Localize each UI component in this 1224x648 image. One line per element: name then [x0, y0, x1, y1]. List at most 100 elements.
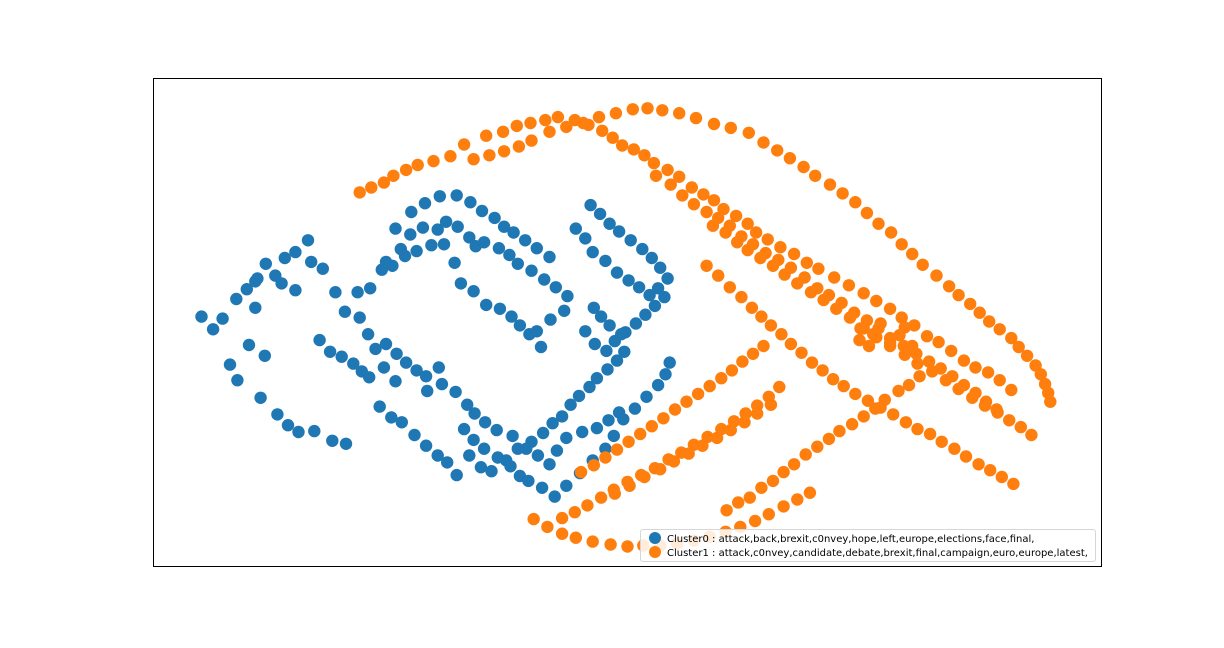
point-cluster0-101: [419, 439, 433, 452]
point-cluster1-197: [787, 458, 801, 471]
point-cluster0-99: [395, 416, 408, 429]
point-cluster1-143: [861, 394, 875, 407]
point-cluster1-261: [746, 347, 760, 360]
point-cluster1-149: [935, 435, 948, 448]
point-cluster1-89: [895, 311, 908, 324]
point-cluster0-28: [329, 286, 342, 299]
point-cluster0-177: [569, 222, 582, 235]
point-cluster1-100: [664, 178, 677, 191]
point-cluster1-76: [729, 209, 743, 223]
point-cluster0-88: [530, 325, 543, 338]
point-cluster0-17: [326, 434, 339, 447]
point-cluster0-48: [454, 277, 468, 290]
point-cluster1-249: [610, 443, 624, 456]
point-cluster0-25: [289, 284, 302, 297]
point-cluster1-175: [952, 382, 965, 396]
point-cluster1-23: [823, 178, 837, 191]
point-cluster0-132: [550, 444, 564, 457]
legend-label-cluster0: Cluster0 : attack,back,brexit,c0nvey,hop…: [667, 534, 1035, 545]
point-cluster0-122: [435, 377, 449, 391]
point-cluster1-85: [842, 279, 856, 292]
legend-swatch-cluster0: [649, 532, 661, 544]
point-cluster1-53: [427, 154, 440, 168]
point-cluster1-257: [703, 379, 716, 393]
point-cluster0-136: [602, 414, 615, 427]
point-cluster0-33: [379, 337, 393, 351]
point-cluster1-86: [857, 287, 870, 300]
point-cluster0-116: [583, 380, 596, 394]
point-cluster1-179: [1003, 414, 1016, 427]
point-cluster1-77: [741, 217, 754, 230]
point-cluster1-66: [616, 139, 629, 152]
point-cluster1-82: [800, 256, 813, 269]
point-cluster0-120: [618, 345, 631, 358]
legend-label-cluster1: Cluster1 : attack,c0nvey,candidate,debat…: [667, 548, 1088, 559]
point-cluster1-160: [754, 251, 767, 265]
point-cluster0-168: [593, 207, 607, 221]
point-cluster1-259: [725, 364, 739, 377]
point-cluster0-74: [439, 215, 453, 228]
point-cluster1-131: [735, 290, 748, 304]
point-cluster1-62: [568, 113, 581, 127]
point-cluster0-184: [643, 288, 656, 302]
point-cluster0-187: [603, 319, 616, 332]
point-cluster0-135: [590, 421, 604, 435]
point-cluster1-195: [766, 474, 780, 488]
point-cluster0-73: [431, 223, 444, 236]
point-cluster0-124: [461, 398, 474, 411]
point-cluster0-142: [504, 460, 517, 473]
point-cluster0-21: [249, 301, 262, 314]
point-cluster0-181: [610, 266, 624, 279]
point-cluster1-202: [845, 418, 859, 431]
point-cluster0-105: [463, 449, 476, 462]
point-cluster1-31: [916, 258, 929, 271]
point-cluster1-69: [647, 156, 661, 170]
point-cluster1-94: [957, 354, 971, 367]
point-cluster0-92: [347, 357, 360, 370]
point-cluster0-182: [622, 274, 635, 287]
point-cluster1-245: [773, 380, 786, 394]
point-cluster1-165: [817, 293, 830, 307]
point-cluster0-38: [432, 361, 445, 374]
point-cluster0-10: [223, 358, 237, 371]
point-cluster1-17: [742, 126, 755, 139]
point-cluster0-35: [399, 356, 413, 369]
point-cluster1-193: [743, 491, 756, 504]
point-cluster1-176: [966, 391, 979, 404]
point-cluster1-65: [606, 131, 619, 144]
point-cluster1-11: [641, 102, 654, 115]
point-cluster0-95: [377, 361, 391, 374]
point-cluster0-62: [475, 204, 489, 218]
point-cluster1-2: [497, 145, 511, 158]
point-cluster0-160: [600, 344, 613, 358]
point-cluster0-18: [339, 437, 353, 450]
point-cluster1-54: [444, 150, 457, 163]
point-cluster0-141: [491, 451, 504, 464]
point-cluster0-155: [651, 378, 665, 392]
point-cluster0-76: [463, 231, 476, 244]
point-cluster1-255: [680, 395, 693, 408]
point-cluster1-121: [922, 355, 936, 368]
point-cluster0-164: [639, 308, 652, 321]
point-cluster1-164: [804, 286, 818, 299]
point-cluster0-172: [636, 242, 649, 256]
point-cluster1-37: [983, 315, 996, 328]
point-cluster1-101: [676, 189, 689, 202]
point-cluster0-39: [351, 286, 364, 299]
point-cluster0-147: [560, 479, 573, 492]
point-cluster0-145: [535, 481, 549, 494]
point-cluster0-1: [206, 323, 220, 336]
point-cluster1-60: [539, 113, 552, 127]
point-cluster1-230: [581, 499, 594, 512]
point-cluster1-83: [812, 262, 825, 275]
point-cluster0-58: [418, 197, 432, 210]
point-cluster0-94: [363, 371, 376, 384]
point-cluster1-84: [828, 271, 841, 284]
point-cluster0-131: [543, 458, 556, 471]
legend-entry-cluster1: Cluster1 : attack,c0nvey,candidate,debat…: [649, 546, 1088, 560]
point-cluster0-167: [584, 198, 597, 212]
point-cluster1-172: [911, 357, 924, 370]
point-cluster1-10: [626, 103, 639, 116]
